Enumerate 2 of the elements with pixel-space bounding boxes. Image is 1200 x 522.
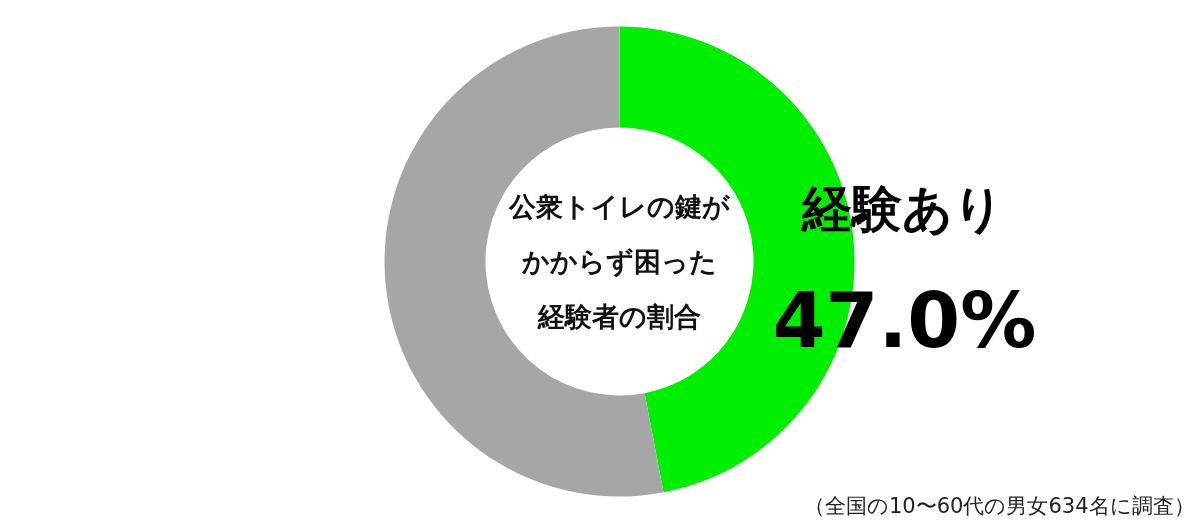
text: 公衆トイレの鍵がかからず困った経験者の割合 [508,191,731,332]
text: （全国の10〜60代の男女634名に調査） [803,493,1195,518]
